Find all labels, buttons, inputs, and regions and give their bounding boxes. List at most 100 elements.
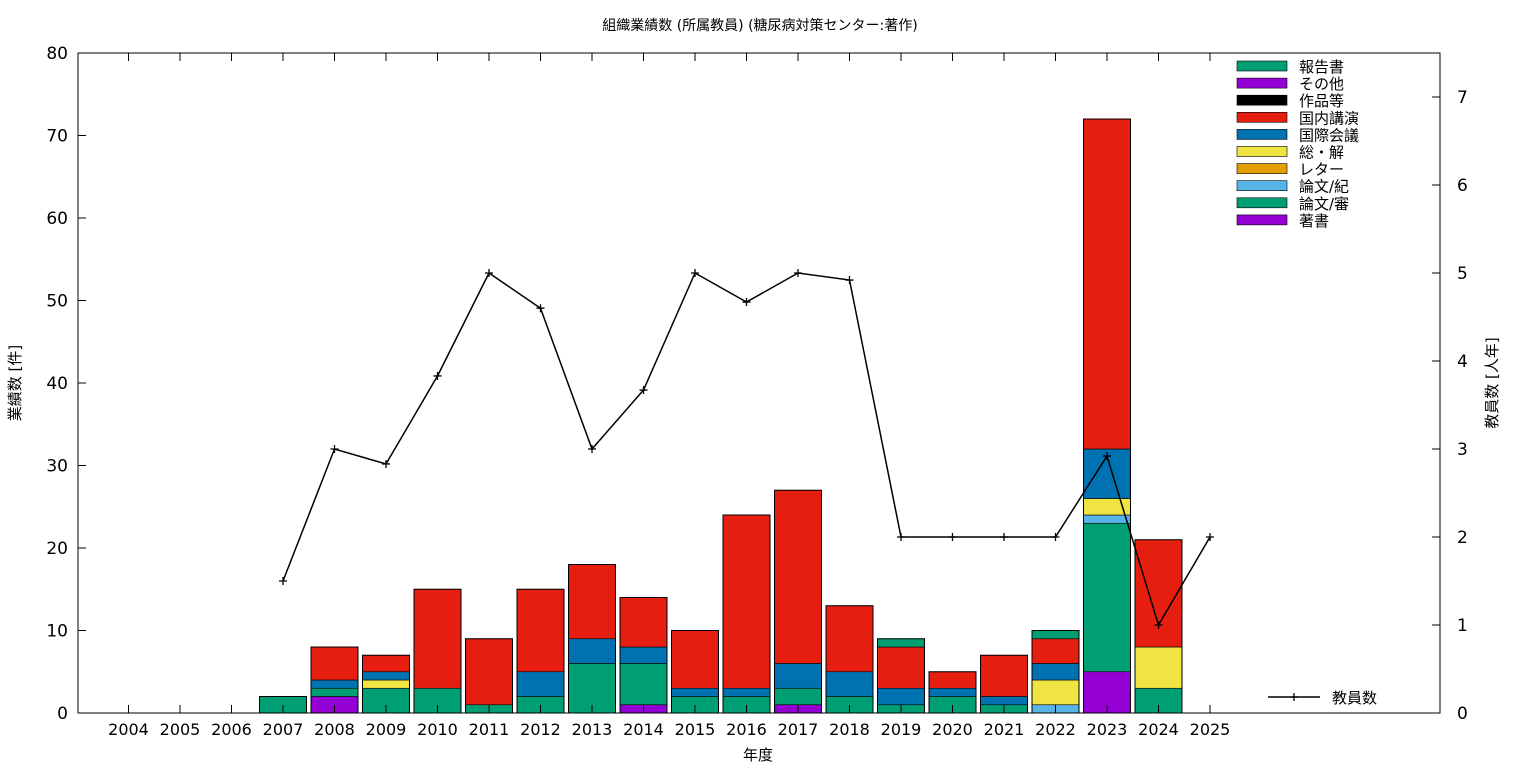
bar-segment bbox=[568, 638, 616, 664]
bar-segment bbox=[722, 687, 771, 697]
x-tick-label: 2004 bbox=[108, 720, 149, 739]
legend-swatch bbox=[1236, 180, 1288, 191]
legend-swatch bbox=[1236, 60, 1288, 72]
bar-segment bbox=[722, 514, 771, 689]
line-layer bbox=[279, 269, 1214, 629]
x-tick-label: 2006 bbox=[211, 720, 252, 739]
legend-line-marker bbox=[1290, 693, 1298, 701]
x-axis-label: 年度 bbox=[743, 746, 773, 764]
x-tick-label: 2007 bbox=[263, 720, 304, 739]
legend-swatch bbox=[1236, 163, 1288, 174]
legend-label: 国内講演 bbox=[1299, 109, 1359, 127]
y-axis-label: 業績数 [件] bbox=[6, 345, 24, 421]
legend-label: 国際会議 bbox=[1299, 126, 1359, 144]
bar-segment bbox=[619, 597, 668, 648]
line-point bbox=[382, 459, 390, 468]
y2-tick-label: 7 bbox=[1457, 88, 1468, 108]
bar-segment bbox=[619, 663, 668, 706]
y-tick-label: 40 bbox=[46, 374, 68, 394]
y2-tick-label: 4 bbox=[1457, 352, 1468, 372]
line-point bbox=[1206, 533, 1214, 541]
x-tick-label: 2008 bbox=[314, 720, 355, 739]
y-tick-label: 80 bbox=[46, 44, 68, 64]
line-point bbox=[639, 386, 648, 395]
y2-tick-label: 1 bbox=[1457, 616, 1468, 636]
x-tick-label: 2005 bbox=[160, 720, 201, 739]
x-tick-label: 2022 bbox=[1035, 720, 1076, 739]
bar-segment bbox=[310, 687, 359, 697]
y2-tick-label: 6 bbox=[1457, 176, 1468, 196]
y-tick-label: 50 bbox=[46, 292, 68, 312]
legend-label: 総・解 bbox=[1299, 144, 1344, 162]
legend-label: 作品等 bbox=[1299, 92, 1344, 110]
line-point bbox=[536, 304, 545, 313]
y2-tick-label: 3 bbox=[1457, 440, 1468, 460]
legend-label: 論文/審 bbox=[1299, 195, 1349, 213]
bar-segment bbox=[980, 696, 1028, 706]
x-tick-label: 2023 bbox=[1087, 720, 1128, 739]
x-tick-label: 2019 bbox=[881, 720, 922, 739]
bar-segment bbox=[774, 687, 822, 706]
y-tick-label: 20 bbox=[46, 539, 68, 559]
bar-segment bbox=[774, 489, 822, 664]
bar-segment bbox=[671, 687, 719, 697]
chart-title: 組織業績数 (所属教員) (糖尿病対策センター:著作) bbox=[602, 17, 917, 34]
legend-swatch bbox=[1236, 146, 1288, 157]
line-point bbox=[1103, 452, 1111, 461]
bar-segment bbox=[980, 654, 1028, 697]
line-point bbox=[691, 269, 699, 277]
y2-tick-label: 2 bbox=[1457, 528, 1468, 548]
line-point bbox=[845, 276, 854, 285]
y2-axis-label: 教員数 [人年] bbox=[1483, 337, 1501, 428]
bar-segment bbox=[413, 588, 462, 689]
legend-swatch bbox=[1236, 197, 1288, 209]
line-point bbox=[1000, 533, 1008, 541]
bar-segment bbox=[1031, 663, 1080, 681]
legend-label: レター bbox=[1299, 161, 1344, 179]
x-tick-label: 2014 bbox=[623, 720, 664, 739]
bar-segment bbox=[1083, 514, 1131, 524]
bar-segment bbox=[362, 671, 410, 681]
line-point bbox=[794, 269, 802, 277]
x-tick-label: 2009 bbox=[366, 720, 407, 739]
x-tick-label: 2018 bbox=[829, 720, 870, 739]
bar-segment bbox=[516, 588, 565, 673]
y-tick-label: 70 bbox=[46, 127, 68, 147]
bar-segment bbox=[877, 687, 925, 706]
bar-segment bbox=[465, 638, 513, 706]
line-point bbox=[588, 445, 596, 453]
legend-label: その他 bbox=[1299, 75, 1344, 93]
x-tick-label: 2025 bbox=[1190, 720, 1231, 739]
bar-segment bbox=[928, 671, 977, 689]
line-point bbox=[330, 445, 339, 453]
bar-segment bbox=[362, 679, 410, 689]
bar-segment bbox=[877, 638, 925, 648]
y-tick-label: 60 bbox=[46, 209, 68, 229]
x-tick-label: 2011 bbox=[469, 720, 510, 739]
x-tick-label: 2012 bbox=[520, 720, 561, 739]
line-point bbox=[485, 269, 493, 277]
bar-segment bbox=[825, 671, 874, 697]
x-tick-label: 2016 bbox=[726, 720, 767, 739]
x-tick-label: 2020 bbox=[932, 720, 973, 739]
bar-segment bbox=[877, 646, 925, 689]
x-tick-label: 2021 bbox=[984, 720, 1025, 739]
legend-swatch bbox=[1236, 112, 1288, 123]
bar-segment bbox=[825, 605, 874, 673]
legend-swatch bbox=[1236, 214, 1288, 226]
bar-segment bbox=[1134, 646, 1183, 689]
x-tick-label: 2010 bbox=[417, 720, 458, 739]
y-tick-label: 0 bbox=[57, 704, 68, 724]
legend-label: 報告書 bbox=[1299, 58, 1344, 76]
legend-swatch bbox=[1236, 77, 1288, 89]
line-point bbox=[742, 298, 751, 307]
line-point bbox=[1051, 533, 1060, 541]
y-tick-label: 10 bbox=[46, 622, 68, 642]
bar-segment bbox=[1134, 539, 1183, 648]
bar-segment bbox=[1031, 679, 1080, 706]
bar-segment bbox=[310, 646, 359, 681]
legend-label: 論文/紀 bbox=[1299, 178, 1349, 196]
bar-segment bbox=[1083, 118, 1131, 450]
